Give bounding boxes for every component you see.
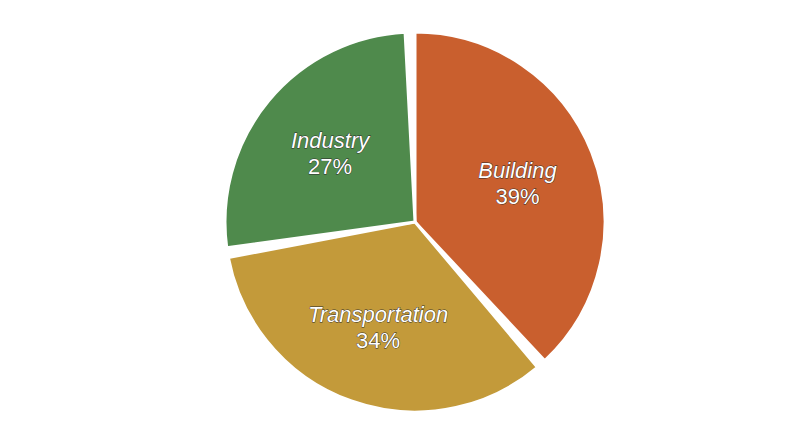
svg-text:Building39%: Building39%: [478, 158, 557, 209]
svg-text:Industry27%: Industry27%: [291, 128, 371, 179]
svg-text:Transportation34%: Transportation34%: [308, 302, 448, 353]
